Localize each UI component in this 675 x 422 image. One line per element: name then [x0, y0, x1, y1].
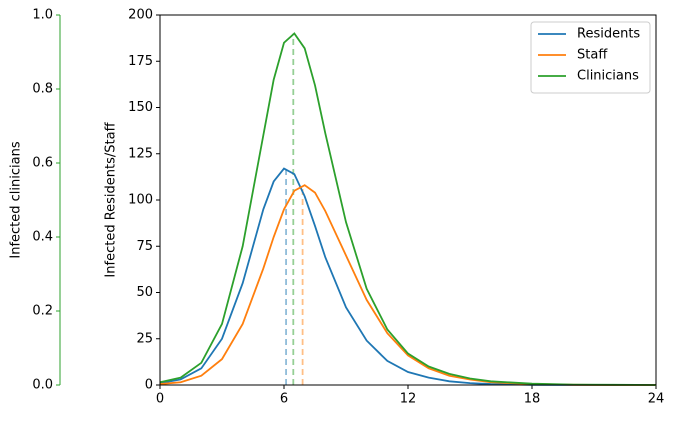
- y-tick-label: 25: [136, 331, 153, 346]
- y2-tick-label: 0.2: [32, 304, 53, 319]
- y-tick-label: 0: [145, 378, 153, 393]
- y-axis-label: Infected Residents/Staff: [104, 121, 119, 277]
- x-tick-label: 18: [524, 392, 541, 407]
- legend-label: Residents: [577, 27, 640, 42]
- y-tick-label: 175: [128, 54, 153, 69]
- plot-frame: [159, 14, 657, 386]
- y-tick-label: 75: [136, 239, 153, 254]
- y-tick-label: 100: [128, 193, 153, 208]
- y-tick-label: 150: [128, 100, 153, 115]
- legend-label: Staff: [577, 48, 608, 63]
- y-tick-label: 200: [128, 8, 153, 23]
- y-tick-label: 50: [136, 285, 153, 300]
- series-line: [159, 184, 656, 386]
- y2-tick-label: 0.6: [32, 156, 53, 171]
- x-tick-label: 24: [648, 392, 665, 407]
- y2-tick-label: 0.8: [32, 82, 53, 97]
- x-tick-label: 12: [400, 392, 417, 407]
- y2-tick-label: 1.0: [32, 8, 53, 23]
- y2-tick-label: 0.4: [32, 230, 53, 245]
- legend-label: Clinicians: [577, 69, 639, 84]
- x-tick-label: 6: [280, 392, 288, 407]
- y2-tick-label: 0.0: [32, 378, 53, 393]
- y-tick-label: 125: [128, 146, 153, 161]
- x-tick-label: 0: [156, 392, 164, 407]
- series-line: [159, 32, 657, 386]
- series-line: [159, 167, 656, 386]
- y2-axis-label: Infected clinicians: [9, 141, 24, 258]
